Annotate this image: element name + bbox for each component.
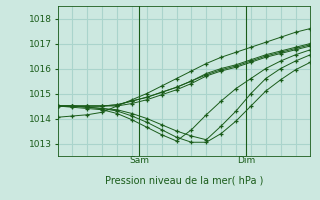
Text: Sam: Sam	[129, 156, 149, 165]
Text: Dim: Dim	[237, 156, 256, 165]
X-axis label: Pression niveau de la mer( hPa ): Pression niveau de la mer( hPa )	[105, 175, 263, 185]
